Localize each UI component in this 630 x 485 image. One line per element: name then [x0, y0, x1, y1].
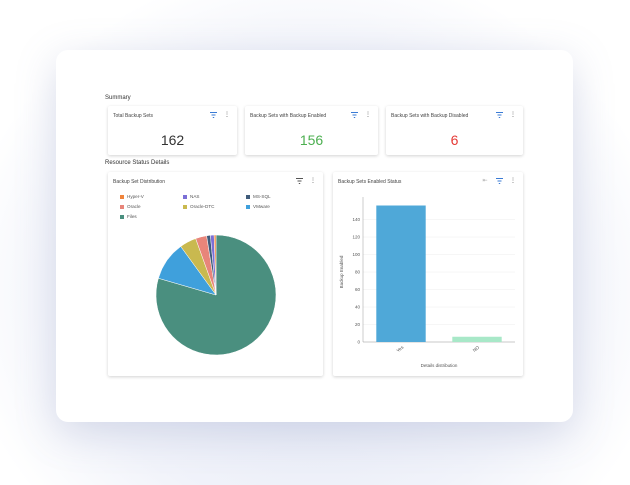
card-actions: ⋮	[494, 110, 518, 120]
legend-item[interactable]: Hyper-V	[120, 194, 144, 199]
y-tick-label: 20	[355, 322, 361, 327]
x-tick-label: NO	[472, 344, 481, 352]
legend-item[interactable]: Oracle	[120, 204, 141, 209]
legend-item[interactable]: MS-SQL	[246, 194, 271, 199]
x-axis-label: Details distribution	[421, 363, 458, 368]
more-options-icon[interactable]: ⋮	[510, 112, 516, 118]
bar-chart: 0 20 40 60 80 100 120 140 Yes NO Details distribut…	[339, 197, 515, 368]
card-actions: ⋮	[294, 176, 318, 186]
stat-card-title: Total Backup Sets	[113, 113, 154, 119]
x-tick-label: Yes	[396, 344, 405, 353]
resource-heading: Resource Status Details	[105, 160, 170, 166]
legend-swatch	[120, 194, 124, 199]
legend-label: NAS	[190, 194, 200, 199]
filter-icon[interactable]	[208, 110, 218, 120]
dashboard-frame: Summary Total Backup Sets ⋮ 162 Backup S…	[56, 50, 573, 422]
y-tick-label: 40	[355, 305, 361, 310]
legend-item[interactable]: Files	[120, 214, 137, 219]
bar-card-title: Backup Sets Enabled Status	[338, 179, 402, 185]
legend-swatch	[246, 194, 250, 199]
filter-icon[interactable]	[294, 176, 304, 186]
legend-swatch	[183, 204, 187, 209]
bar[interactable]	[376, 205, 426, 343]
legend-label: Hyper-V	[127, 194, 144, 199]
legend-item[interactable]: VMware	[246, 204, 270, 209]
y-axis-label: Backup Enabled	[339, 255, 344, 288]
y-tick-label: 100	[352, 252, 360, 257]
legend-swatch	[246, 204, 250, 209]
legend-label: Files	[127, 214, 137, 219]
y-tick-label: 140	[352, 217, 360, 222]
bar-card: Backup Sets Enabled Status ⇤ ⋮ 0 20 40 60 80…	[333, 172, 523, 376]
pie-card: Backup Set Distribution ⋮ Hyper-V NAS MS…	[108, 172, 323, 376]
stat-value: 162	[160, 132, 185, 148]
card-actions: ⋮	[208, 110, 232, 120]
summary-heading: Summary	[105, 95, 131, 101]
stat-card-title: Backup Sets with Backup Enabled	[250, 113, 327, 119]
collapse-icon[interactable]: ⇤	[482, 178, 488, 184]
bar[interactable]	[452, 336, 502, 342]
y-tick-label: 80	[355, 270, 361, 275]
stat-value: 156	[299, 132, 324, 148]
stat-card-disabled: Backup Sets with Backup Disabled ⋮ 6	[386, 106, 523, 155]
pie-chart	[155, 234, 277, 356]
legend-swatch	[120, 204, 124, 209]
more-options-icon[interactable]: ⋮	[365, 112, 371, 118]
legend-label: VMware	[253, 204, 270, 209]
more-options-icon[interactable]: ⋮	[224, 112, 230, 118]
card-actions: ⇤ ⋮	[480, 176, 518, 186]
more-options-icon[interactable]: ⋮	[510, 178, 516, 184]
y-tick-label: 0	[357, 340, 360, 345]
legend-label: MS-SQL	[253, 194, 271, 199]
legend-swatch	[183, 194, 187, 199]
legend-item[interactable]: Oracle-DTC	[183, 204, 215, 209]
filter-icon[interactable]	[494, 110, 504, 120]
stat-card-title: Backup Sets with Backup Disabled	[391, 113, 469, 119]
pie-slice[interactable]	[213, 234, 217, 296]
legend-label: Oracle	[127, 204, 141, 209]
y-tick-label: 60	[355, 287, 361, 292]
card-actions: ⋮	[349, 110, 373, 120]
filter-icon[interactable]	[349, 110, 359, 120]
y-tick-label: 120	[352, 235, 360, 240]
legend-item[interactable]: NAS	[183, 194, 199, 199]
stat-value: 6	[450, 132, 459, 148]
pie-card-title: Backup Set Distribution	[113, 179, 165, 185]
stat-card-total: Total Backup Sets ⋮ 162	[108, 106, 237, 155]
filter-icon[interactable]	[494, 176, 504, 186]
legend-label: Oracle-DTC	[190, 204, 215, 209]
stat-card-enabled: Backup Sets with Backup Enabled ⋮ 156	[245, 106, 378, 155]
more-options-icon[interactable]: ⋮	[310, 178, 316, 184]
legend-swatch	[120, 214, 124, 219]
